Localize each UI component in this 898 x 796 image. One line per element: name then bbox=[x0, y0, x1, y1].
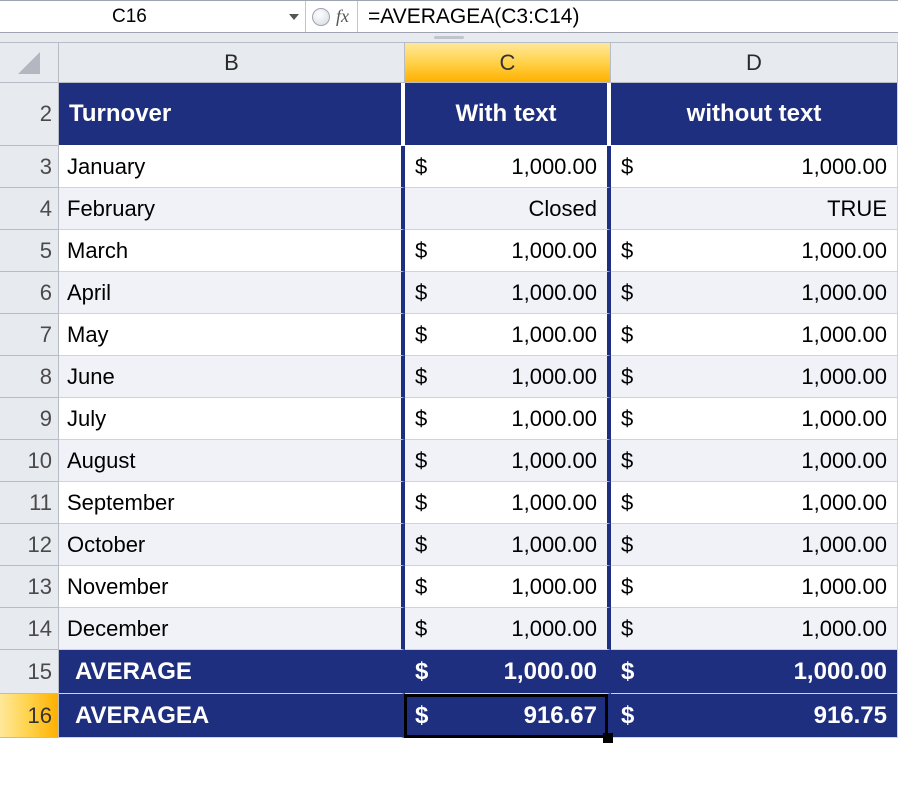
cell-month[interactable]: May bbox=[59, 314, 405, 356]
cell-value-c[interactable]: $1,000.00 bbox=[405, 314, 611, 356]
cell-value-c[interactable]: $1,000.00 bbox=[405, 440, 611, 482]
summary-label[interactable]: AVERAGE bbox=[59, 650, 405, 694]
fx-icon[interactable]: fx bbox=[336, 6, 349, 27]
cell-value-c[interactable]: $1,000.00 bbox=[405, 482, 611, 524]
cell-month[interactable]: June bbox=[59, 356, 405, 398]
cell-month[interactable]: August bbox=[59, 440, 405, 482]
row-header[interactable]: 4 bbox=[0, 188, 59, 230]
formula-input[interactable]: =AVERAGEA(C3:C14) bbox=[358, 1, 898, 32]
table-header-d[interactable]: without text bbox=[611, 83, 898, 146]
row-header[interactable]: 5 bbox=[0, 230, 59, 272]
table-header-c[interactable]: With text bbox=[405, 83, 611, 146]
row-header[interactable]: 14 bbox=[0, 608, 59, 650]
cell-value-d[interactable]: $1,000.00 bbox=[611, 398, 898, 440]
summary-value-c[interactable]: $1,000.00 bbox=[405, 650, 611, 694]
cell-month[interactable]: April bbox=[59, 272, 405, 314]
row-header[interactable]: 13 bbox=[0, 566, 59, 608]
cancel-formula-icon[interactable] bbox=[312, 8, 330, 26]
spreadsheet-app: C16 fx =AVERAGEA(C3:C14) B C D 2 Turnove… bbox=[0, 0, 898, 796]
row-header[interactable]: 16 bbox=[0, 694, 59, 738]
cell-value-c[interactable]: $1,000.00 bbox=[405, 608, 611, 650]
row-header[interactable]: 11 bbox=[0, 482, 59, 524]
cell-value-d[interactable]: $1,000.00 bbox=[611, 440, 898, 482]
summary-label[interactable]: AVERAGEA bbox=[59, 694, 405, 738]
cell-value-c[interactable]: $1,000.00 bbox=[405, 524, 611, 566]
cell-value-c[interactable]: $1,000.00 bbox=[405, 272, 611, 314]
summary-value-d[interactable]: $1,000.00 bbox=[611, 650, 898, 694]
column-header-b[interactable]: B bbox=[59, 43, 405, 83]
row-header[interactable]: 8 bbox=[0, 356, 59, 398]
cell-month[interactable]: March bbox=[59, 230, 405, 272]
cell-month[interactable]: January bbox=[59, 146, 405, 188]
cell-month[interactable]: September bbox=[59, 482, 405, 524]
cell-value-d[interactable]: TRUE bbox=[611, 188, 898, 230]
cell-month[interactable]: November bbox=[59, 566, 405, 608]
formula-bar-divider bbox=[0, 33, 898, 43]
name-box[interactable]: C16 bbox=[0, 1, 306, 32]
cell-value-d[interactable]: $1,000.00 bbox=[611, 524, 898, 566]
cell-value-d[interactable]: $1,000.00 bbox=[611, 608, 898, 650]
cell-value-c[interactable]: $1,000.00 bbox=[405, 356, 611, 398]
formula-input-text: =AVERAGEA(C3:C14) bbox=[368, 5, 579, 29]
cell-month[interactable]: December bbox=[59, 608, 405, 650]
name-box-text: C16 bbox=[0, 6, 283, 28]
cell-value-c[interactable]: Closed bbox=[405, 188, 611, 230]
cell-month[interactable]: February bbox=[59, 188, 405, 230]
column-header-d[interactable]: D bbox=[611, 43, 898, 83]
column-header-c[interactable]: C bbox=[405, 43, 611, 83]
worksheet-grid[interactable]: B C D 2 Turnover With text without text … bbox=[0, 43, 898, 738]
cell-value-c[interactable]: $1,000.00 bbox=[405, 146, 611, 188]
summary-value-d[interactable]: $916.75 bbox=[611, 694, 898, 738]
summary-value-c-active[interactable]: $916.67 bbox=[405, 694, 611, 738]
row-header[interactable]: 3 bbox=[0, 146, 59, 188]
row-header[interactable]: 15 bbox=[0, 650, 59, 694]
row-header[interactable]: 12 bbox=[0, 524, 59, 566]
cell-value-d[interactable]: $1,000.00 bbox=[611, 566, 898, 608]
cell-value-d[interactable]: $1,000.00 bbox=[611, 272, 898, 314]
row-header[interactable]: 9 bbox=[0, 398, 59, 440]
table-header-b[interactable]: Turnover bbox=[59, 83, 405, 146]
name-box-dropdown-icon[interactable] bbox=[283, 1, 305, 32]
row-header[interactable]: 6 bbox=[0, 272, 59, 314]
formula-bar: C16 fx =AVERAGEA(C3:C14) bbox=[0, 0, 898, 33]
cell-value-d[interactable]: $1,000.00 bbox=[611, 146, 898, 188]
cell-value-d[interactable]: $1,000.00 bbox=[611, 314, 898, 356]
cell-value-c[interactable]: $1,000.00 bbox=[405, 230, 611, 272]
cell-value-c[interactable]: $1,000.00 bbox=[405, 566, 611, 608]
cell-month[interactable]: July bbox=[59, 398, 405, 440]
cell-value-c[interactable]: $1,000.00 bbox=[405, 398, 611, 440]
fx-area: fx bbox=[306, 1, 358, 32]
cell-value-d[interactable]: $1,000.00 bbox=[611, 230, 898, 272]
cell-value-d[interactable]: $1,000.00 bbox=[611, 356, 898, 398]
row-header[interactable]: 7 bbox=[0, 314, 59, 356]
row-header[interactable]: 10 bbox=[0, 440, 59, 482]
row-header[interactable]: 2 bbox=[0, 83, 59, 146]
cell-value-d[interactable]: $1,000.00 bbox=[611, 482, 898, 524]
select-all-corner[interactable] bbox=[0, 43, 59, 83]
cell-month[interactable]: October bbox=[59, 524, 405, 566]
